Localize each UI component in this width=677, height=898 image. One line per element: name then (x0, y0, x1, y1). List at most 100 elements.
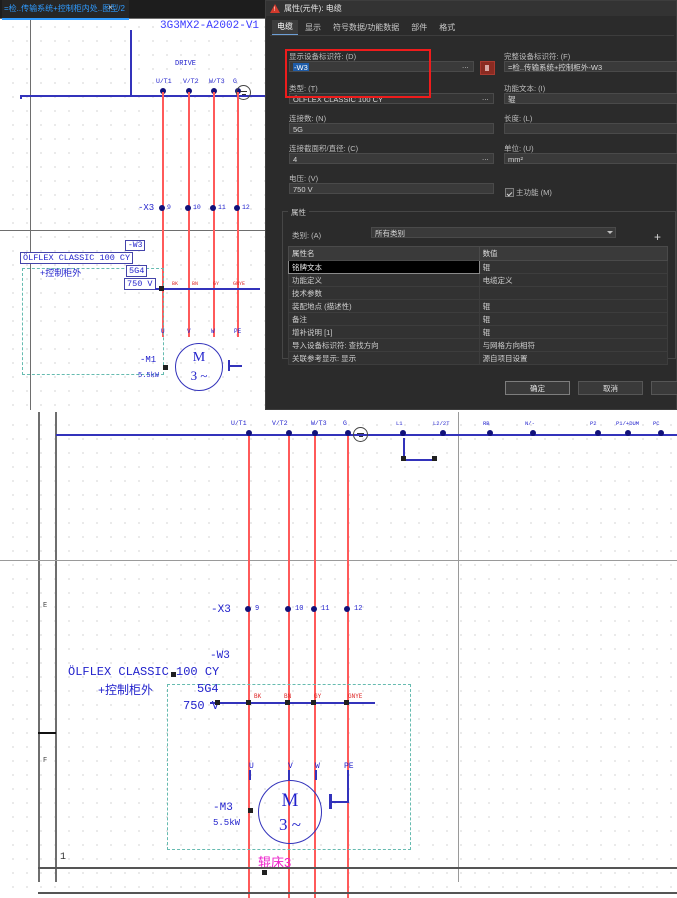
property-value[interactable]: 辊 (478, 312, 669, 326)
motor-terminal-v: V (288, 762, 293, 771)
terminal-strip-label[interactable]: -X3 (211, 604, 231, 616)
cross-section-input[interactable]: 4 (289, 153, 494, 164)
browse-dots-icon[interactable]: ... (482, 93, 489, 102)
table-row[interactable]: 装配地点 (描述性) 辊 (288, 299, 669, 313)
ok-button[interactable]: 确定 (505, 381, 570, 395)
browse-dots-icon[interactable]: ... (462, 61, 469, 70)
unit-value: mm² (508, 155, 523, 164)
terminal-dot[interactable] (344, 606, 350, 612)
property-value[interactable]: 电缆定义 (478, 273, 669, 287)
motor-terminal-u: U (249, 762, 254, 771)
table-row[interactable]: 铭牌文本 辊 (288, 260, 669, 274)
cable-type-input[interactable]: ÖLFLEX CLASSIC 100 CY (289, 93, 494, 104)
terminal-dot[interactable] (285, 606, 291, 612)
wire-color-label: BK (172, 281, 179, 287)
close-icon[interactable]: × (108, 3, 113, 12)
cable-voltage-label[interactable]: 750 V (124, 278, 156, 290)
bus-line (20, 95, 265, 97)
cancel-button[interactable]: 取消 (578, 381, 643, 395)
cad-viewport-lower[interactable]: E F U/T1 V/T2 W/T3 G L1 L2/2T RB N/- P2 … (0, 412, 677, 898)
terminal-dot[interactable] (312, 430, 318, 436)
dialog-titlebar[interactable]: ! 属性(元件): 电缆 (266, 1, 676, 16)
field-label-display-device-tag: 显示设备标识符: (D) (289, 52, 357, 61)
terminal-dot[interactable] (186, 88, 192, 94)
property-value[interactable]: 辊 (478, 260, 669, 274)
table-row[interactable]: 导入设备标识符: 查找方向 与网格方向相符 (288, 338, 669, 352)
terminal-dot[interactable] (245, 606, 251, 612)
dialog-tabs[interactable]: 电缆 显示 符号数据/功能数据 部件 格式 (272, 20, 460, 35)
function-text-label[interactable]: 辊床3 (258, 855, 292, 870)
wire (213, 92, 215, 337)
terminal-dot[interactable] (625, 430, 631, 436)
apply-button[interactable]: 应 (651, 381, 677, 395)
terminal-strip-label: -X3 (138, 203, 155, 213)
property-value[interactable]: 辊 (478, 325, 669, 339)
cable-type-label[interactable]: ÖLFLEX CLASSIC 100 CY (68, 665, 220, 679)
cable-designation[interactable]: -W3 (210, 650, 230, 662)
cable-cores-label[interactable]: 5G4 (197, 682, 219, 696)
document-tab[interactable]: =检..传输系统+控制柜内处..图型/2 (2, 0, 129, 20)
terminal-label: L2/2T (433, 420, 450, 427)
cable-location-label: +控制柜外 (98, 683, 154, 697)
connection-count-input[interactable]: 5G (289, 123, 494, 134)
property-value[interactable]: 辊 (478, 299, 669, 313)
terminal-dot[interactable] (185, 205, 191, 211)
terminal-dot[interactable] (530, 430, 536, 436)
display-device-tag-input[interactable]: -W3 (289, 61, 474, 72)
terminal-number: 9 (167, 204, 171, 211)
dialog-tab-divider (270, 35, 674, 36)
motor-terminal-v: V (187, 328, 191, 335)
table-row[interactable]: 功能定义 电缆定义 (288, 273, 669, 287)
col-property-value: 数值 (478, 246, 669, 261)
browse-dots-icon[interactable]: ... (482, 153, 489, 162)
tab-format[interactable]: 格式 (439, 23, 456, 32)
terminal-number: 10 (193, 204, 201, 211)
terminal-dot[interactable] (311, 606, 317, 612)
motor-designation[interactable]: -M3 (213, 802, 233, 814)
cable-cores-label[interactable]: 5G4 (126, 265, 148, 277)
category-select[interactable]: 所有类别 (371, 227, 616, 238)
properties-table[interactable]: 属性名 数值 铭牌文本 辊 功能定义 电缆定义 技术参数 装配地点 (描述性) … (288, 246, 669, 365)
terminal-dot[interactable] (487, 430, 493, 436)
terminal-dot[interactable] (234, 205, 240, 211)
length-input[interactable] (504, 123, 677, 134)
full-device-tag-input[interactable]: =检..传输系统+控制柜外-W3 (504, 61, 677, 72)
unit-input[interactable]: mm² (504, 153, 677, 164)
terminal-dot[interactable] (160, 88, 166, 94)
terminal-dot[interactable] (345, 430, 351, 436)
motor-symbol[interactable]: M 3 ~ (175, 343, 223, 391)
terminal-dot[interactable] (400, 430, 406, 436)
terminal-dot[interactable] (246, 430, 252, 436)
cable-designation[interactable]: -W3 (125, 240, 146, 251)
cable-properties-dialog[interactable]: ! 属性(元件): 电缆 电缆 显示 符号数据/功能数据 部件 格式 显示设备标… (265, 0, 677, 410)
motor-symbol[interactable]: M 3 ~ (258, 780, 322, 844)
terminal-dot[interactable] (286, 430, 292, 436)
property-value[interactable]: 源自项目设置 (478, 351, 669, 365)
terminal-dot[interactable] (595, 430, 601, 436)
junction-dot (163, 365, 168, 370)
table-row[interactable]: 备注 辊 (288, 312, 669, 326)
cable-type-label[interactable]: ÖLFLEX CLASSIC 100 CY (20, 252, 134, 264)
voltage-input[interactable]: 750 V (289, 183, 494, 194)
wire (237, 92, 239, 337)
add-property-button[interactable]: + (654, 230, 662, 244)
delete-button[interactable] (480, 61, 495, 75)
tab-symbol-function-data[interactable]: 符号数据/功能数据 (333, 23, 400, 32)
property-value[interactable]: 与网格方向相符 (478, 338, 669, 352)
property-value[interactable] (478, 286, 669, 300)
function-text-input[interactable]: 辊 (504, 93, 677, 104)
tab-cable[interactable]: 电缆 (272, 20, 298, 35)
ground-icon (353, 427, 368, 442)
terminal-dot[interactable] (211, 88, 217, 94)
terminal-dot[interactable] (210, 205, 216, 211)
table-row[interactable]: 技术参数 (288, 286, 669, 300)
terminal-dot[interactable] (658, 430, 664, 436)
terminal-dot[interactable] (440, 430, 446, 436)
tab-display[interactable]: 显示 (305, 23, 321, 32)
table-row[interactable]: 增补说明 [1] 辊 (288, 325, 669, 339)
terminal-dot[interactable] (159, 205, 165, 211)
tab-parts[interactable]: 部件 (411, 23, 428, 32)
property-name: 技术参数 (288, 286, 480, 300)
main-function-checkbox[interactable] (505, 188, 514, 197)
table-row[interactable]: 关联参考显示: 显示 源自项目设置 (288, 351, 669, 365)
